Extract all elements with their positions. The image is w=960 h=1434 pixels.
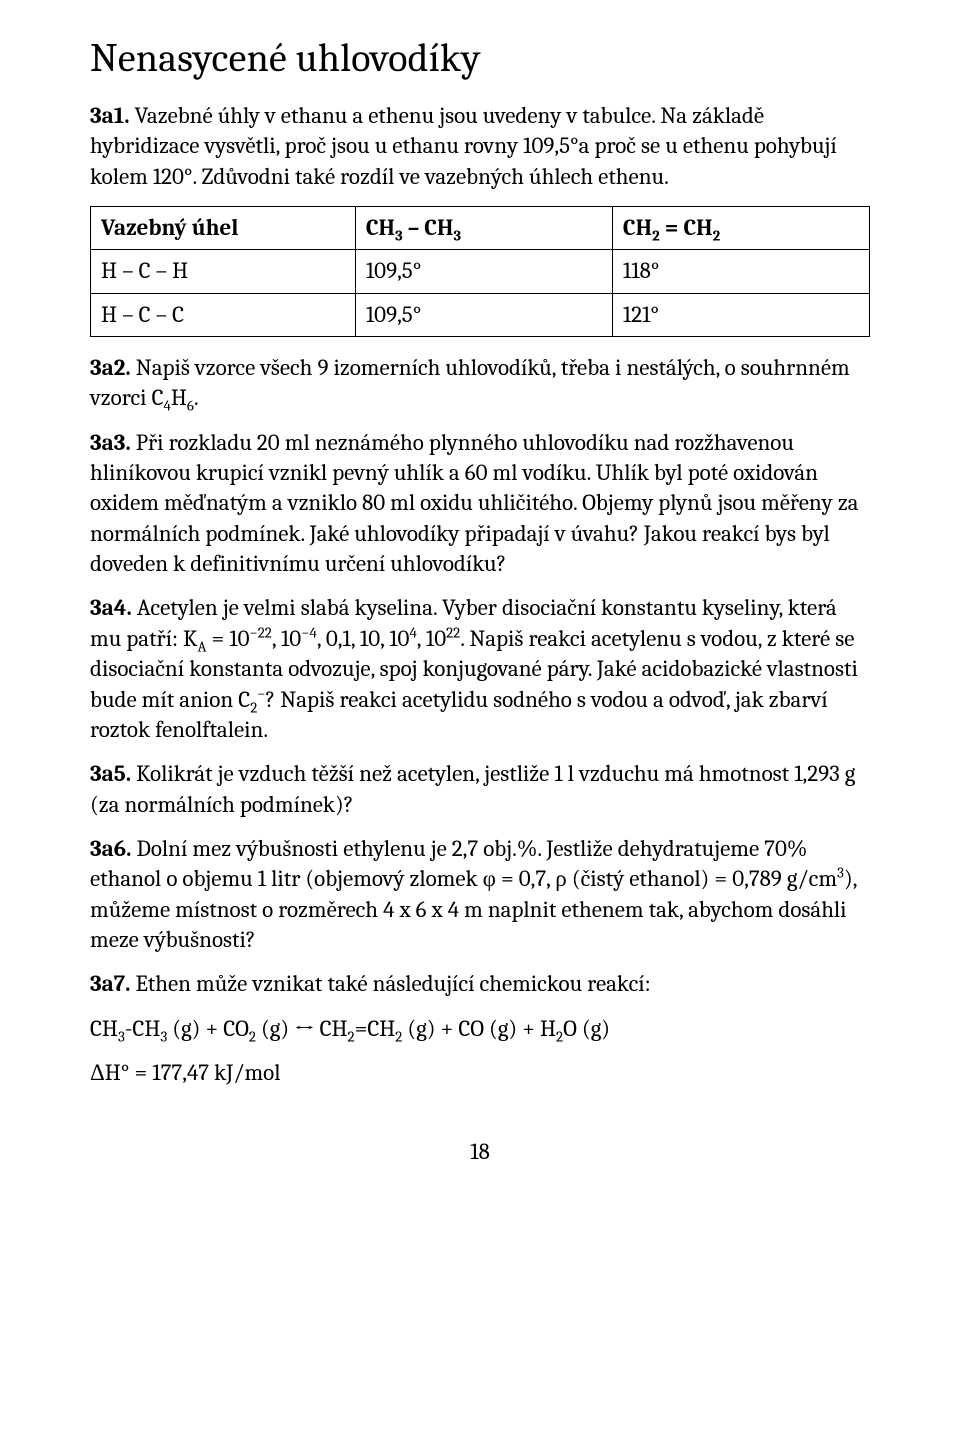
table-cell: 109,5° xyxy=(355,250,612,293)
problem-label: 3a1. xyxy=(90,102,130,129)
table-header-cell: Vazebný úhel xyxy=(91,206,356,249)
problem-text: Při rozkladu 20 ml neznámého plynného uh… xyxy=(90,429,858,577)
table-header-cell: CH3 – CH3 xyxy=(355,206,612,249)
table-row: H – C – C 109,5° 121° xyxy=(91,293,870,336)
problem-text: Ethen může vznikat také následující chem… xyxy=(130,970,650,997)
problem-label: 3a2. xyxy=(90,354,131,381)
table-header-row: Vazebný úhel CH3 – CH3 CH2 = CH2 xyxy=(91,206,870,249)
table-cell: H – C – H xyxy=(91,250,356,293)
problem-3a2: 3a2. Napiš vzorce všech 9 izomerních uhl… xyxy=(90,353,870,414)
problem-text: Dolní mez výbušnosti ethylenu je 2,7 obj… xyxy=(90,835,857,953)
problem-label: 3a7. xyxy=(90,970,130,997)
problem-3a5: 3a5. Kolikrát je vzduch těžší než acetyl… xyxy=(90,759,870,820)
table-cell: 121° xyxy=(612,293,869,336)
delta-h: ΔH° = 177,47 kJ/mol xyxy=(90,1058,870,1088)
table-cell: H – C – C xyxy=(91,293,356,336)
problem-3a4: 3a4. Acetylen je velmi slabá kyselina. V… xyxy=(90,593,870,745)
problem-3a1: 3a1. Vazebné úhly v ethanu a ethenu jsou… xyxy=(90,101,870,192)
table-row: H – C – H 109,5° 118° xyxy=(91,250,870,293)
problem-3a3: 3a3. Při rozkladu 20 ml neznámého plynné… xyxy=(90,428,870,580)
problem-3a7: 3a7. Ethen může vznikat také následující… xyxy=(90,969,870,999)
problem-label: 3a3. xyxy=(90,429,131,456)
problem-label: 3a4. xyxy=(90,594,132,621)
page-number: 18 xyxy=(90,1137,870,1167)
page-title: Nenasycené uhlovodíky xyxy=(90,32,870,85)
problem-label: 3a6. xyxy=(90,835,131,862)
table-cell: 118° xyxy=(612,250,869,293)
problem-3a6: 3a6. Dolní mez výbušnosti ethylenu je 2,… xyxy=(90,834,870,955)
table-cell: 109,5° xyxy=(355,293,612,336)
problem-text: Napiš vzorce všech 9 izomerních uhlovodí… xyxy=(90,354,850,411)
table-header-cell: CH2 = CH2 xyxy=(612,206,869,249)
problem-text: Vazebné úhly v ethanu a ethenu jsou uved… xyxy=(90,102,837,190)
problem-text: Kolikrát je vzduch těžší než acetylen, j… xyxy=(90,760,855,817)
bond-angle-table: Vazebný úhel CH3 – CH3 CH2 = CH2 H – C –… xyxy=(90,206,870,337)
chemical-equation: CH3-CH3 (g) + CO2 (g) ↔ CH2=CH2 (g) + CO… xyxy=(90,1014,870,1044)
problem-text: Acetylen je velmi slabá kyselina. Vyber … xyxy=(90,594,858,742)
problem-label: 3a5. xyxy=(90,760,131,787)
